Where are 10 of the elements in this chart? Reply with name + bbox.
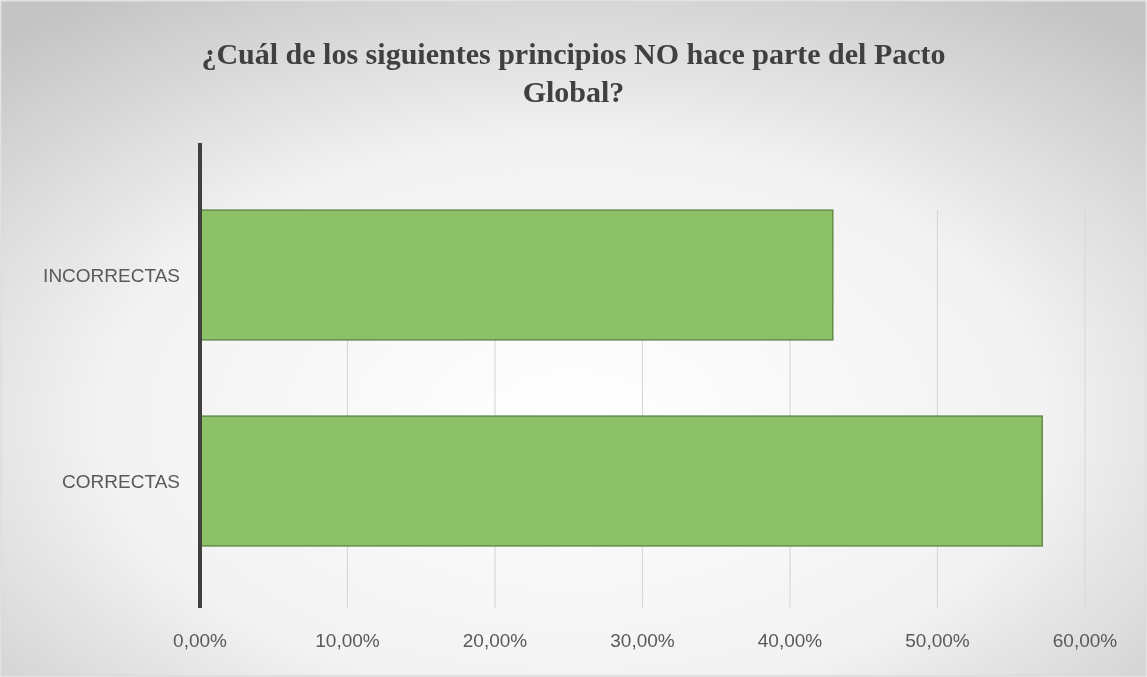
chart-title: ¿Cuál de los siguientes principios NO hace parte del Pacto Global? [201,37,946,108]
x-tick-label: 50,00% [905,630,970,651]
x-tick-label: 40,00% [757,630,823,651]
x-tick-label: 30,00% [610,630,675,651]
x-tick-label: 20,00% [462,630,528,651]
y-tick-label: INCORRECTAS [43,264,180,286]
x-tick-label: 0,00% [173,630,228,651]
x-tick-label: 60,00% [1052,630,1118,651]
x-tick-label: 10,00% [315,630,380,651]
y-tick-label: CORRECTAS [62,470,180,492]
